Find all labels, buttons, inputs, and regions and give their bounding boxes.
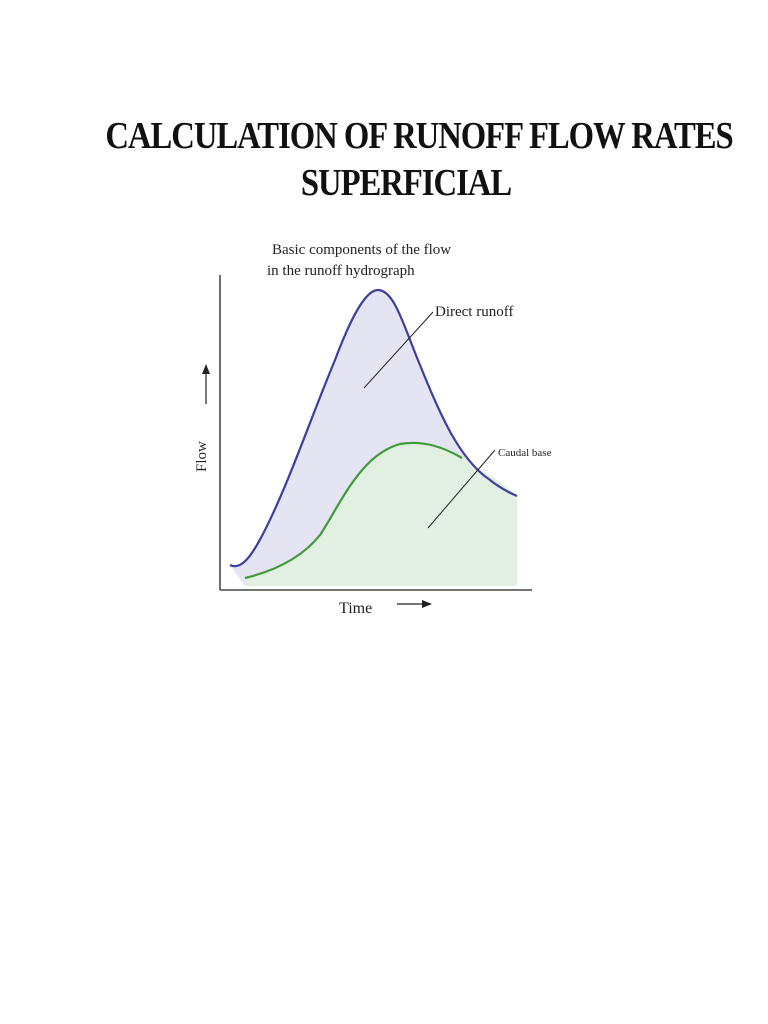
runoff-hydrograph-figure: Basic components of the flow in the runo…	[194, 242, 552, 617]
direct-runoff-leader-line	[363, 311, 434, 389]
base-flow-curve	[244, 441, 463, 580]
base-flow-area	[245, 442, 517, 586]
page-title-line-1: CALCULATION OF RUNOFF FLOW RATES	[105, 115, 733, 157]
direct-runoff-curve	[229, 288, 518, 568]
direct-runoff-label: Direct runoff	[435, 304, 513, 320]
x-axis-label: Time	[339, 600, 372, 617]
figure-caption-line-2: in the runoff hydrograph	[267, 263, 415, 279]
base-flow-label: Caudal base	[498, 447, 552, 459]
page-title-line-2: SUPERFICIAL	[300, 162, 512, 204]
y-axis-arrow-icon	[202, 364, 210, 404]
y-axis-label: Flow	[194, 441, 210, 472]
x-axis-arrow-icon	[397, 600, 432, 608]
base-flow-leader-line	[427, 449, 496, 529]
figure-caption-line-1: Basic components of the flow	[272, 242, 451, 258]
